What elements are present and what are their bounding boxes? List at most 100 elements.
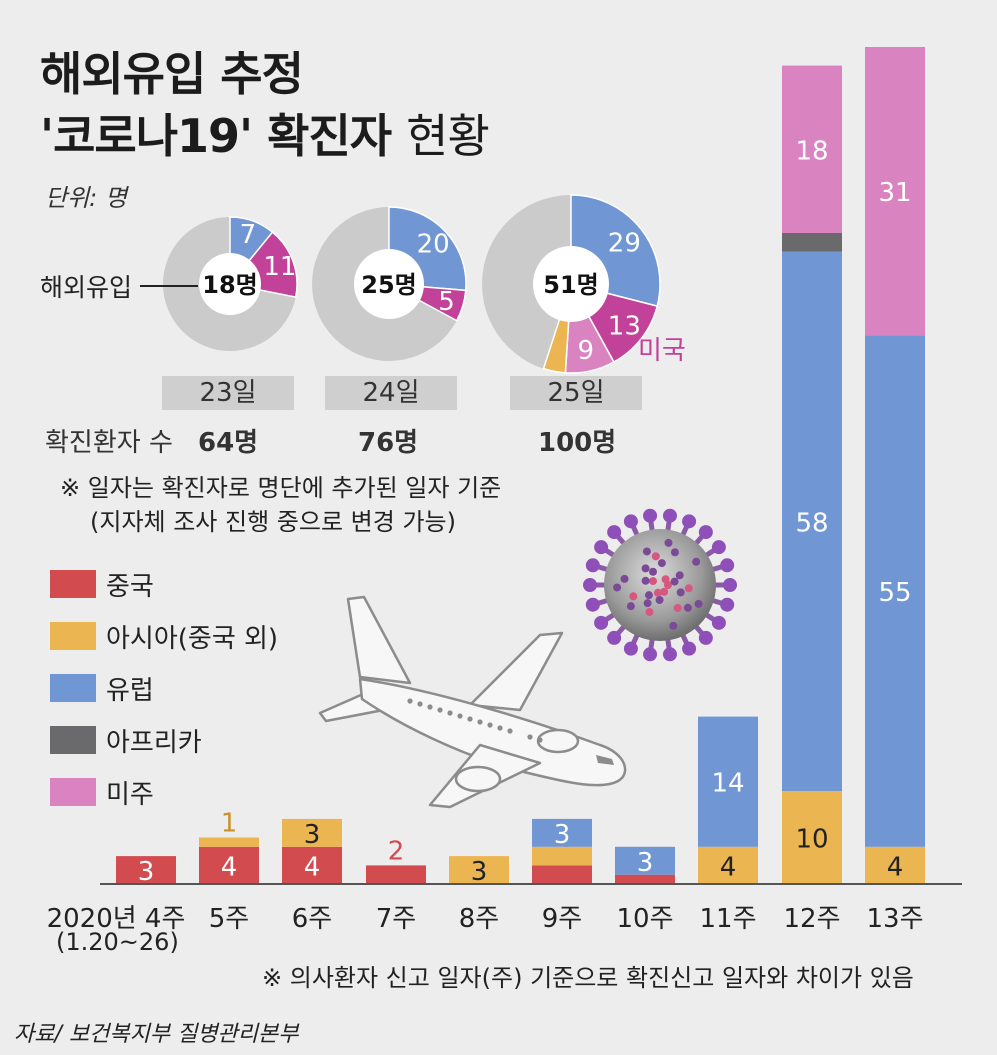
virus-surface-dot — [676, 588, 685, 597]
chart-title: 해외유입 추정 — [40, 47, 304, 101]
donut-value-label: 5 — [438, 287, 455, 317]
legend-label-americas: 미주 — [106, 780, 154, 810]
confirmed-label: 확진환자 수 — [45, 428, 173, 458]
donut-center-total: 51명 — [543, 271, 598, 299]
note-report-date: ※ 의사환자 신고 일자(주) 기준으로 확진신고 일자와 차이가 있음 — [262, 964, 914, 992]
bar-value-label: 10 — [795, 825, 828, 855]
virus-surface-dot — [655, 595, 664, 604]
week-label: 5주 — [208, 904, 250, 934]
week-label: 13주 — [866, 904, 924, 934]
bar-5주-아시아(중국 외) — [199, 837, 259, 847]
confirmed-24: 76명 — [358, 428, 419, 458]
donut-value-label: 20 — [417, 229, 450, 259]
virus-surface-dot — [669, 621, 678, 630]
chart-title-line2: '코로나19' 확진자 현황 — [40, 100, 490, 166]
virus-spike-tip — [643, 508, 658, 523]
bar-value-label: 2 — [388, 836, 405, 866]
bar-value-label: 4 — [720, 852, 737, 882]
bar-9주-유럽 — [532, 818, 592, 847]
day-box-24: 24일 — [325, 376, 457, 410]
leader-line — [140, 285, 198, 287]
virus-spike-tip — [643, 647, 658, 662]
virus-surface-dot — [620, 574, 629, 583]
bar-11주-유럽 — [698, 716, 758, 847]
bar-13주-미주 — [865, 47, 925, 336]
legend-swatch-americas — [50, 778, 96, 806]
confirmed-25: 100명 — [538, 428, 617, 458]
legend-label-africa: 아프리카 — [106, 728, 202, 758]
donut-hole — [354, 249, 424, 319]
virus-surface-dot — [649, 577, 658, 586]
unit-label: 단위: 명 — [45, 184, 127, 212]
bar-value-label: 4 — [304, 852, 321, 882]
bar-12주-미주 — [782, 65, 842, 233]
virus-surface-dot — [670, 548, 679, 557]
day-box-23: 23일 — [162, 376, 294, 410]
bar-value-label: 3 — [138, 857, 155, 887]
bar-12주-아시아(중국 외) — [782, 791, 842, 884]
legend-item-africa: 아프리카 — [50, 724, 450, 768]
donut-value-label: 7 — [240, 220, 257, 250]
legend-swatch-africa — [50, 726, 96, 754]
virus-spike-tip — [723, 578, 737, 592]
note-subject-to-change: (지자체 조사 진행 중으로 변경 가능) — [90, 508, 456, 536]
bar-value-label: 3 — [304, 820, 321, 850]
legend-item-europe: 유럽 — [50, 672, 450, 716]
virus-surface-dot — [651, 552, 660, 561]
bar-value-label: 31 — [878, 178, 911, 208]
bar-value-label: 3 — [637, 848, 654, 878]
bar-13주-유럽 — [865, 335, 925, 847]
virus-spike-tip — [594, 615, 609, 630]
bar-9주-아시아(중국 외) — [532, 846, 592, 866]
bar-2020년 4주-중국 — [116, 856, 176, 884]
bar-value-label: 1 — [221, 809, 238, 839]
virus-surface-dot — [657, 559, 666, 568]
legend-label-europe: 유럽 — [106, 676, 154, 706]
virus-surface-dot — [653, 588, 662, 597]
bar-12주-아프리카 — [782, 233, 842, 252]
donut-hole — [199, 253, 261, 315]
legend-item-china: 중국 — [50, 568, 450, 612]
virus-surface-dot — [670, 577, 679, 586]
bar-value-label: 58 — [795, 508, 828, 538]
donut-value-label: 29 — [608, 229, 641, 259]
week-label: 8주 — [458, 904, 500, 934]
confirmed-23: 64명 — [198, 428, 259, 458]
bar-value-label: 3 — [471, 857, 488, 887]
donut-value-label: 11 — [263, 252, 296, 282]
legend-item-asia: 아시아(중국 외) — [50, 620, 450, 664]
donut-value-label: 9 — [577, 336, 594, 366]
virus-spike-tip — [698, 525, 713, 540]
virus-surface-dot — [641, 576, 650, 585]
bar-10주-중국 — [615, 874, 675, 884]
virus-surface-dot — [643, 599, 652, 608]
week-label: 7주 — [375, 904, 417, 934]
virus-spike-tip — [720, 558, 735, 573]
legend-swatch-china — [50, 570, 96, 598]
week-label: 10주 — [616, 904, 674, 934]
bar-value-label: 3 — [554, 820, 571, 850]
virus-spike-tip — [623, 641, 638, 656]
week-label: 11주 — [699, 904, 757, 934]
virus-spike-tip — [698, 630, 713, 645]
virus-surface-dot — [664, 538, 673, 547]
donut-25일: 29 13 9 51명 — [482, 194, 661, 374]
donut-center-total: 18명 — [202, 271, 257, 299]
bar-value-label: 4 — [221, 852, 238, 882]
virus-surface-dot — [673, 603, 682, 612]
virus-spike-tip — [623, 514, 638, 529]
virus-surface-dot — [642, 547, 651, 556]
week-label: 2020년 4주 — [46, 904, 186, 934]
week-label: 12주 — [783, 904, 841, 934]
donut-center-total: 25명 — [361, 271, 416, 299]
virus-spike-tip — [607, 630, 622, 645]
virus-surface-dot — [629, 592, 638, 601]
virus-spike-tip — [682, 641, 697, 656]
legend-swatch-asia — [50, 622, 96, 650]
airplane-illustration — [318, 595, 627, 809]
virus-spike-tip — [662, 647, 677, 662]
virus-surface-dot — [641, 564, 650, 573]
virus-surface-dot — [675, 571, 684, 580]
